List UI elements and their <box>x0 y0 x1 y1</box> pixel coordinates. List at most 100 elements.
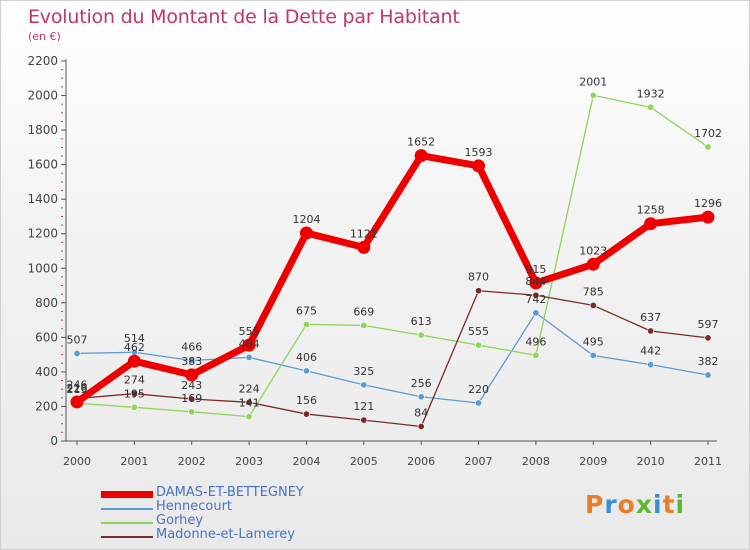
y-tick-label: 2200 <box>27 54 58 68</box>
y-tick-label: 600 <box>35 330 58 344</box>
data-label: 1121 <box>350 227 378 240</box>
data-label: 555 <box>239 325 260 338</box>
data-label: 274 <box>124 374 145 387</box>
data-label: 169 <box>181 392 202 405</box>
data-point <box>589 351 597 359</box>
series-line-damas-et-bettegney <box>73 152 712 406</box>
x-tick-label: 2003 <box>235 455 263 468</box>
data-label: 785 <box>583 285 604 298</box>
logo-letter: P <box>585 490 605 519</box>
x-tick-label: 2006 <box>407 455 435 468</box>
data-label: 219 <box>67 383 88 396</box>
legend-item-damas: DAMAS-ET-BETTEGNEY <box>101 486 361 501</box>
data-point <box>589 301 597 309</box>
y-tick-label: 1800 <box>27 123 58 137</box>
data-point <box>188 408 196 416</box>
series-line-madonne-et-lamerey <box>76 290 709 428</box>
logo-letter: i <box>653 490 663 519</box>
data-label: 1932 <box>637 87 665 100</box>
data-label: 382 <box>698 355 719 368</box>
data-point <box>417 331 425 339</box>
data-point <box>299 226 313 240</box>
data-label: 514 <box>124 332 145 345</box>
x-tick-label: 2011 <box>694 455 722 468</box>
data-label: 1652 <box>407 136 435 149</box>
y-tick-label: 1200 <box>27 227 58 241</box>
data-point <box>586 257 600 271</box>
data-point <box>647 361 655 369</box>
x-tick-label: 2009 <box>579 455 607 468</box>
proxiti-logo: Proxiti <box>585 490 685 519</box>
data-label: 406 <box>296 351 317 364</box>
data-point <box>704 371 712 379</box>
data-label: 555 <box>468 325 489 338</box>
data-point <box>188 357 196 365</box>
data-point <box>70 395 84 409</box>
chart-subtitle: (en €) <box>28 30 61 43</box>
data-label: 495 <box>583 336 604 349</box>
data-point <box>704 143 712 151</box>
data-label: 1702 <box>694 127 722 140</box>
data-label: 256 <box>411 377 432 390</box>
data-label: 742 <box>525 293 546 306</box>
data-point <box>532 291 540 299</box>
data-label: 195 <box>124 387 145 400</box>
data-label: 1258 <box>637 204 665 217</box>
data-point <box>589 91 597 99</box>
logo-letter: i <box>675 490 686 519</box>
data-label: 84 <box>414 406 428 419</box>
data-label: 637 <box>640 311 661 324</box>
x-tick-label: 2007 <box>465 455 493 468</box>
series-line-hennecourt <box>76 312 709 404</box>
data-point <box>242 338 256 352</box>
data-label: 507 <box>67 333 88 346</box>
x-tick-label: 2002 <box>178 455 206 468</box>
data-point <box>360 381 368 389</box>
data-point <box>245 398 253 406</box>
data-label: 870 <box>468 271 489 284</box>
data-point <box>529 276 543 290</box>
legend-swatch <box>101 536 153 538</box>
data-point <box>185 368 199 382</box>
data-point <box>475 287 483 295</box>
data-label: 669 <box>353 305 374 318</box>
data-label: 915 <box>525 263 546 276</box>
legend-item-gorhey: Gorhey <box>101 514 361 529</box>
data-label: 1296 <box>694 197 722 210</box>
data-label: 246 <box>67 379 88 392</box>
y-tick-label: 200 <box>35 399 58 413</box>
legend-swatch <box>101 522 153 524</box>
data-point <box>647 327 655 335</box>
data-point <box>475 341 483 349</box>
data-label: 325 <box>353 365 374 378</box>
legend-item-madonne: Madonne-et-Lamerey <box>101 528 361 543</box>
data-label: 226 <box>67 382 88 395</box>
legend-label: Hennecourt <box>156 499 233 514</box>
data-point <box>302 410 310 418</box>
x-tick-label: 2010 <box>637 455 665 468</box>
data-label: 1023 <box>579 244 607 257</box>
data-point <box>647 103 655 111</box>
data-point <box>472 159 486 173</box>
data-label: 462 <box>124 341 145 354</box>
data-point <box>188 395 196 403</box>
data-point <box>701 210 715 224</box>
data-point <box>417 393 425 401</box>
y-tick-label: 2000 <box>27 89 58 103</box>
data-point <box>127 354 141 368</box>
data-point <box>417 422 425 430</box>
data-label: 844 <box>525 275 546 288</box>
data-point <box>704 334 712 342</box>
data-point <box>357 240 371 254</box>
x-tick-label: 2008 <box>522 455 550 468</box>
data-point <box>302 367 310 375</box>
data-point <box>130 403 138 411</box>
data-label: 220 <box>468 383 489 396</box>
legend-swatch <box>101 491 153 498</box>
data-label: 156 <box>296 394 317 407</box>
data-point <box>360 416 368 424</box>
data-point <box>245 353 253 361</box>
data-label: 243 <box>181 379 202 392</box>
y-tick-label: 1000 <box>27 261 58 275</box>
